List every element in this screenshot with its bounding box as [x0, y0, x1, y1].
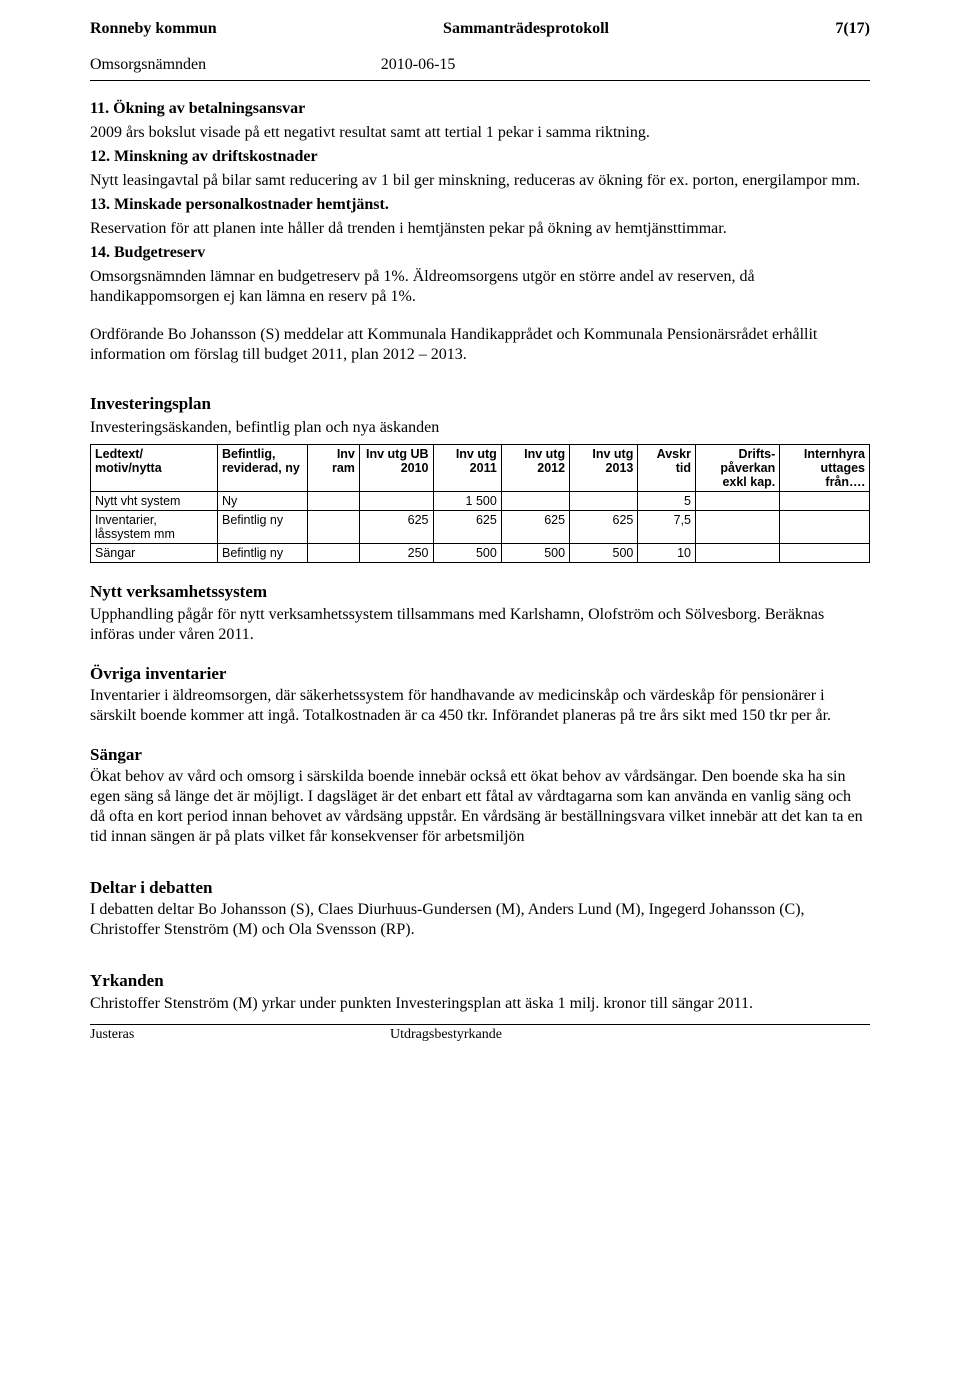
- cell-befintlig: Ny: [217, 492, 307, 511]
- table-header-row: Ledtext/ motiv/nytta Befintlig, revidera…: [91, 445, 870, 492]
- ovriga-inventarier-title: Övriga inventarier: [90, 663, 870, 684]
- cell-ub2010: [359, 492, 433, 511]
- cell-internhyra: [780, 511, 870, 544]
- cell-ub2010: 250: [359, 544, 433, 563]
- nytt-verksamhetssystem-title: Nytt verksamhetssystem: [90, 581, 870, 602]
- section-14-body: Omsorgsnämnden lämnar en budgetreserv på…: [90, 267, 870, 307]
- col-ledtext: Ledtext/ motiv/nytta: [91, 445, 218, 492]
- cell-2012: 500: [501, 544, 569, 563]
- cell-invram: [307, 511, 359, 544]
- section-11-title: 11. Ökning av betalningsansvar: [90, 99, 870, 119]
- col-invram: Inv ram: [307, 445, 359, 492]
- table-row: Sängar Befintlig ny 250 500 500 500 10: [91, 544, 870, 563]
- yrkanden-title: Yrkanden: [90, 970, 870, 991]
- section-11-body: 2009 års bokslut visade på ett negativt …: [90, 123, 870, 143]
- cell-2011: 1 500: [433, 492, 501, 511]
- header-date: 2010-06-15: [381, 56, 456, 74]
- cell-internhyra: [780, 544, 870, 563]
- cell-avskr: 10: [638, 544, 696, 563]
- section-12-body: Nytt leasingavtal på bilar samt reduceri…: [90, 171, 870, 191]
- section-13-title: 13. Minskade personalkostnader hemtjänst…: [90, 195, 870, 215]
- header-committee: Omsorgsnämnden: [90, 56, 206, 74]
- document-page: Ronneby kommun Sammanträdesprotokoll 7(1…: [0, 0, 960, 1063]
- deltar-debatten-title: Deltar i debatten: [90, 877, 870, 898]
- header-row-1: Ronneby kommun Sammanträdesprotokoll 7(1…: [90, 20, 870, 38]
- section-13-body: Reservation för att planen inte håller d…: [90, 219, 870, 239]
- col-internhyra: Internhyra uttages från….: [780, 445, 870, 492]
- ordforande-paragraph: Ordförande Bo Johansson (S) meddelar att…: [90, 325, 870, 365]
- table-row: Inventarier, låssystem mm Befintlig ny 6…: [91, 511, 870, 544]
- ordforande-text: Ordförande Bo Johansson (S) meddelar att…: [90, 325, 870, 365]
- cell-2013: 500: [570, 544, 638, 563]
- footer-justeras: Justeras: [90, 1027, 390, 1043]
- investeringsplan-section: Investeringsplan Investeringsäskanden, b…: [90, 393, 870, 563]
- nytt-verksamhetssystem-body: Upphandling pågår för nytt verksamhetssy…: [90, 605, 870, 645]
- ovriga-inventarier-body: Inventarier i äldreomsorgen, där säkerhe…: [90, 686, 870, 726]
- investment-table: Ledtext/ motiv/nytta Befintlig, revidera…: [90, 444, 870, 563]
- header-page-number: 7(17): [835, 20, 870, 38]
- footer: Justeras Utdragsbestyrkande: [90, 1024, 870, 1043]
- cell-ledtext: Sängar: [91, 544, 218, 563]
- cell-2011: 500: [433, 544, 501, 563]
- footer-utdrag: Utdragsbestyrkande: [390, 1027, 502, 1043]
- cell-ledtext: Nytt vht system: [91, 492, 218, 511]
- sangar-body: Ökat behov av vård och omsorg i särskild…: [90, 767, 870, 847]
- cell-avskr: 5: [638, 492, 696, 511]
- cell-drifts: [695, 544, 779, 563]
- cell-drifts: [695, 511, 779, 544]
- cell-2012: [501, 492, 569, 511]
- section-12-title: 12. Minskning av driftskostnader: [90, 147, 870, 167]
- table-body: Nytt vht system Ny 1 500 5 Inventarier, …: [91, 492, 870, 563]
- col-drifts: Drifts-påverkan exkl kap.: [695, 445, 779, 492]
- col-2012: Inv utg 2012: [501, 445, 569, 492]
- yrkanden-body: Christoffer Stenström (M) yrkar under pu…: [90, 994, 870, 1014]
- header-rule: [90, 80, 870, 81]
- investeringsplan-title: Investeringsplan: [90, 393, 870, 414]
- col-avskr: Avskr tid: [638, 445, 696, 492]
- cell-invram: [307, 492, 359, 511]
- col-ub2010: Inv utg UB 2010: [359, 445, 433, 492]
- section-11: 11. Ökning av betalningsansvar 2009 års …: [90, 99, 870, 307]
- cell-2011: 625: [433, 511, 501, 544]
- cell-2013: 625: [570, 511, 638, 544]
- header-row-2: Omsorgsnämnden 2010-06-15: [90, 56, 870, 74]
- cell-internhyra: [780, 492, 870, 511]
- cell-2012: 625: [501, 511, 569, 544]
- col-befintlig: Befintlig, reviderad, ny: [217, 445, 307, 492]
- cell-befintlig: Befintlig ny: [217, 544, 307, 563]
- deltar-debatten-body: I debatten deltar Bo Johansson (S), Clae…: [90, 900, 870, 940]
- sangar-title: Sängar: [90, 744, 870, 765]
- header-org: Ronneby kommun: [90, 20, 217, 38]
- col-2013: Inv utg 2013: [570, 445, 638, 492]
- cell-drifts: [695, 492, 779, 511]
- cell-avskr: 7,5: [638, 511, 696, 544]
- cell-ledtext: Inventarier, låssystem mm: [91, 511, 218, 544]
- table-row: Nytt vht system Ny 1 500 5: [91, 492, 870, 511]
- section-14-title: 14. Budgetreserv: [90, 243, 870, 263]
- cell-befintlig: Befintlig ny: [217, 511, 307, 544]
- cell-ub2010: 625: [359, 511, 433, 544]
- investeringsplan-subtitle: Investeringsäskanden, befintlig plan och…: [90, 418, 870, 438]
- cell-invram: [307, 544, 359, 563]
- cell-2013: [570, 492, 638, 511]
- header-doc-title: Sammanträdesprotokoll: [443, 20, 609, 38]
- col-2011: Inv utg 2011: [433, 445, 501, 492]
